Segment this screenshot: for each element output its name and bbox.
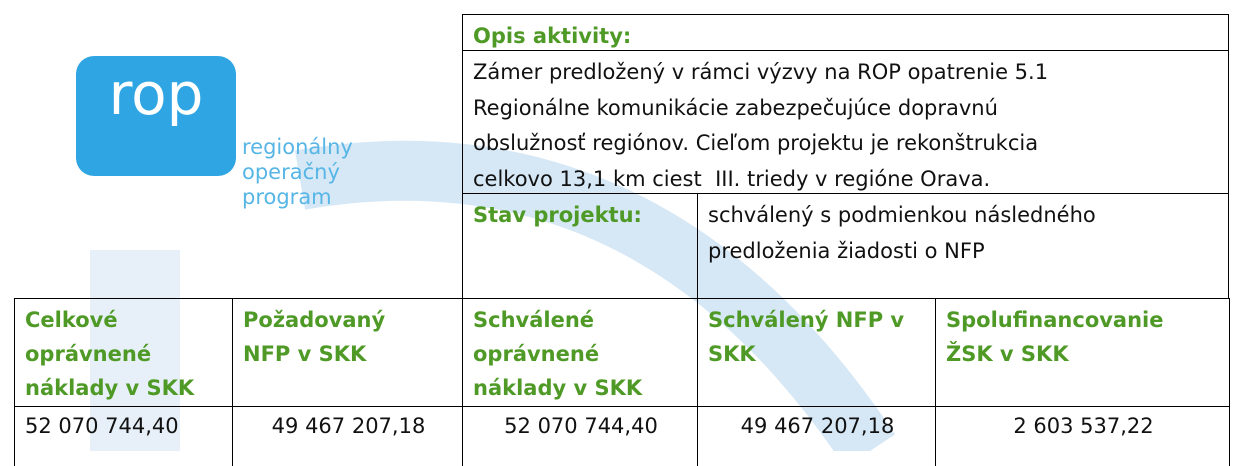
header-cell: Schválený NFP v SKK	[697, 298, 936, 407]
status-label: Stav projektu:	[462, 193, 698, 299]
value-cell: 2 603 537,22	[935, 406, 1230, 466]
text-line: NFP v SKK	[243, 342, 367, 366]
text-line: Regionálne komunikácie zabezpečujúce dop…	[473, 95, 998, 120]
value-cell: 49 467 207,18	[697, 406, 936, 466]
text-line: Spolufinancovanie	[946, 308, 1164, 332]
value-cell: 52 070 744,40	[462, 406, 698, 466]
logo: rop regionálny operačný program	[76, 56, 353, 209]
text-line: schválený s podmienkou následného	[708, 203, 1096, 227]
text-line: Celkové	[25, 308, 118, 332]
header-cell: Celkové oprávnené náklady v SKK	[14, 298, 233, 407]
watermark-arc	[294, 140, 895, 451]
header-cell: Spolufinancovanie ŽSK v SKK	[935, 298, 1230, 407]
text-line: oprávnené	[473, 342, 600, 366]
logo-line: program	[242, 185, 332, 209]
text-line: celkovo 13,1 km ciest III. triedy v regi…	[473, 166, 991, 191]
text-line: obslužnosť regiónov. Cieľom projektu je …	[473, 131, 1039, 155]
text-line: Schválené	[473, 308, 595, 332]
header-cell: Schválené oprávnené náklady v SKK	[462, 298, 698, 407]
logo-line: operačný	[242, 160, 340, 184]
header-cell: Požadovaný NFP v SKK	[232, 298, 463, 407]
text-line: náklady v SKK	[25, 376, 195, 400]
text-line: Schválený NFP v	[708, 308, 905, 332]
text-line: predloženia žiadosti o NFP	[708, 238, 985, 263]
text-line: ŽSK v SKK	[946, 342, 1069, 366]
status-value: schválený s podmienkou následného predlož…	[697, 193, 1229, 299]
activity-label: Opis aktivity:	[462, 14, 1229, 51]
activity-text: Zámer predložený v rámci výzvy na ROP op…	[462, 50, 1229, 194]
logo-line: regionálny	[242, 135, 353, 159]
logo-mark: rop	[109, 60, 204, 128]
logo-cell: rop regionálny operačný program	[14, 14, 463, 299]
value-cell: 52 070 744,40	[14, 406, 233, 466]
value-cell: 49 467 207,18	[232, 406, 463, 466]
page: rop regionálny operačný program Opis akt…	[14, 14, 1230, 466]
text-line: náklady v SKK	[473, 376, 643, 400]
text-line: oprávnené	[25, 342, 152, 366]
text-line: Požadovaný	[243, 308, 386, 332]
logo-box	[76, 56, 236, 176]
text-line: Zámer predložený v rámci výzvy na ROP op…	[473, 60, 1049, 84]
watermark	[90, 140, 895, 451]
watermark-bar	[90, 250, 180, 451]
text-line: SKK	[708, 342, 756, 366]
